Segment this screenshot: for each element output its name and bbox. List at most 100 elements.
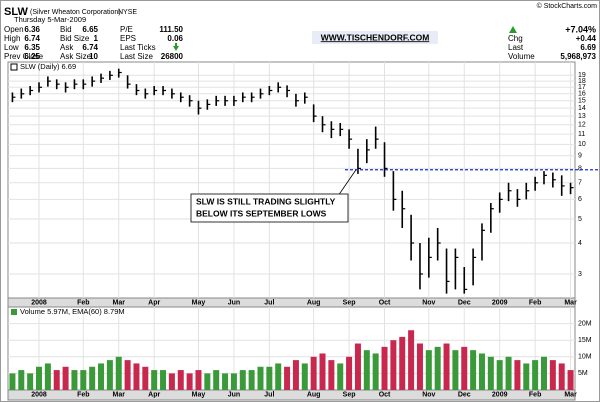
y-tick-label: 6 (578, 196, 582, 203)
volume-bar (443, 343, 450, 390)
volume-bar (213, 370, 220, 390)
volume-bar (381, 346, 388, 390)
volume-bar (36, 366, 43, 390)
y-tick-label: 5 (578, 216, 582, 223)
x-tick-label: 2009 (492, 299, 508, 306)
volume-bar (248, 370, 255, 390)
volume-bar (142, 366, 149, 390)
volume-bar (53, 370, 60, 390)
y-tick-label: 18 (578, 78, 586, 85)
company: (Silver Wheaton Corporation) (30, 9, 121, 16)
y-tick-label: 15M (578, 337, 592, 344)
copyright: © StockCharts.com (537, 2, 598, 10)
quote-value: 1 (94, 34, 99, 43)
volume-bar (230, 373, 237, 390)
volume-bar (310, 356, 317, 390)
volume-bar (80, 370, 87, 390)
volume-bar (549, 360, 556, 390)
volume-bar (346, 356, 353, 390)
y-tick-label: 14 (578, 105, 586, 112)
quote-label: Bid Size (60, 34, 90, 43)
volume-bar (505, 356, 512, 390)
x-tick-label: Apr (148, 391, 160, 398)
volume-bar (275, 363, 282, 390)
pointer (337, 169, 357, 197)
annotation-text: BELOW ITS SEPTEMBER LOWS (196, 208, 327, 218)
volume-bar (9, 373, 16, 390)
x-tick-label: Mar (113, 299, 126, 306)
quote-value: 6.36 (24, 25, 40, 34)
quote-label: Ask (60, 43, 74, 52)
summary-label: Volume (508, 52, 535, 61)
y-tick-label: 10M (578, 354, 592, 361)
x-tick-label: Feb (529, 391, 541, 398)
quote-label: High (4, 34, 20, 43)
quote-value: 10 (89, 52, 98, 61)
volume-bar (540, 356, 547, 390)
volume-bar (18, 370, 25, 390)
y-tick-label: 19 (578, 72, 586, 79)
month-band (7, 389, 576, 401)
exchange: NYSE (118, 9, 137, 16)
x-tick-label: May (192, 299, 206, 306)
panel-title: Volume 5.97M, EMA(60) 8.79M (20, 307, 125, 316)
y-tick-label: 12 (578, 122, 586, 129)
quote-value: 6.25 (24, 52, 40, 61)
volume-bar (124, 360, 131, 390)
x-tick-label: Aug (307, 391, 321, 398)
volume-bar (133, 363, 140, 390)
summary-value: 6.69 (580, 43, 596, 52)
change-pct: +7.04% (565, 24, 596, 34)
quote-value: 0.06 (167, 34, 183, 43)
volume-bar (363, 350, 370, 390)
y-tick-label: 5M (578, 370, 588, 377)
x-tick-label: Dec (458, 299, 471, 306)
annotation-text: SLW IS STILL TRADING SLIGHTLY (196, 196, 336, 206)
volume-bar (160, 370, 167, 390)
volume-icon (11, 309, 17, 315)
y-tick-label: 15 (578, 98, 586, 105)
volume-bar (372, 353, 379, 390)
volume-bar (496, 360, 503, 390)
volume-bar (62, 366, 69, 390)
up-arrow (173, 43, 179, 51)
x-tick-label: Oct (379, 391, 391, 398)
volume-bar (151, 370, 158, 390)
quote-value: 26800 (161, 52, 184, 61)
volume-bar (532, 360, 539, 390)
volume-bar (514, 360, 521, 390)
x-tick-label: Dec (458, 391, 471, 398)
quote-label: P/E (120, 25, 133, 34)
y-tick-label: 11 (578, 131, 585, 138)
volume-bar (27, 373, 34, 390)
y-tick-label: 9 (578, 153, 582, 160)
annotation-box (190, 193, 349, 223)
quote-label: Last Size (120, 52, 153, 61)
volume-bar (89, 366, 96, 390)
volume-bar (487, 356, 494, 390)
y-tick-label: 10 (578, 141, 586, 148)
volume-bar (399, 336, 406, 390)
volume-bar (115, 356, 122, 390)
x-tick-label: 2009 (492, 391, 508, 398)
volume-bar (177, 370, 184, 390)
volume-bar (478, 353, 485, 390)
volume-bar (319, 353, 326, 390)
volume-bar (106, 360, 113, 390)
volume-bar (239, 370, 246, 390)
volume-bar (354, 343, 361, 390)
x-tick-label: Jun (228, 391, 240, 398)
quote-value: 111.50 (159, 25, 183, 34)
x-tick-label: Apr (148, 299, 160, 306)
x-tick-label: Feb (529, 299, 541, 306)
quote-value: 6.74 (24, 34, 40, 43)
x-tick-label: 2008 (31, 391, 47, 398)
volume-bar (71, 370, 78, 390)
change-triangle (509, 26, 517, 33)
volume-bar (328, 360, 335, 390)
x-tick-label: 2008 (31, 299, 47, 306)
quote-label: Bid (60, 25, 72, 34)
volume-bar (284, 366, 291, 390)
quote-label: Open (4, 25, 24, 34)
